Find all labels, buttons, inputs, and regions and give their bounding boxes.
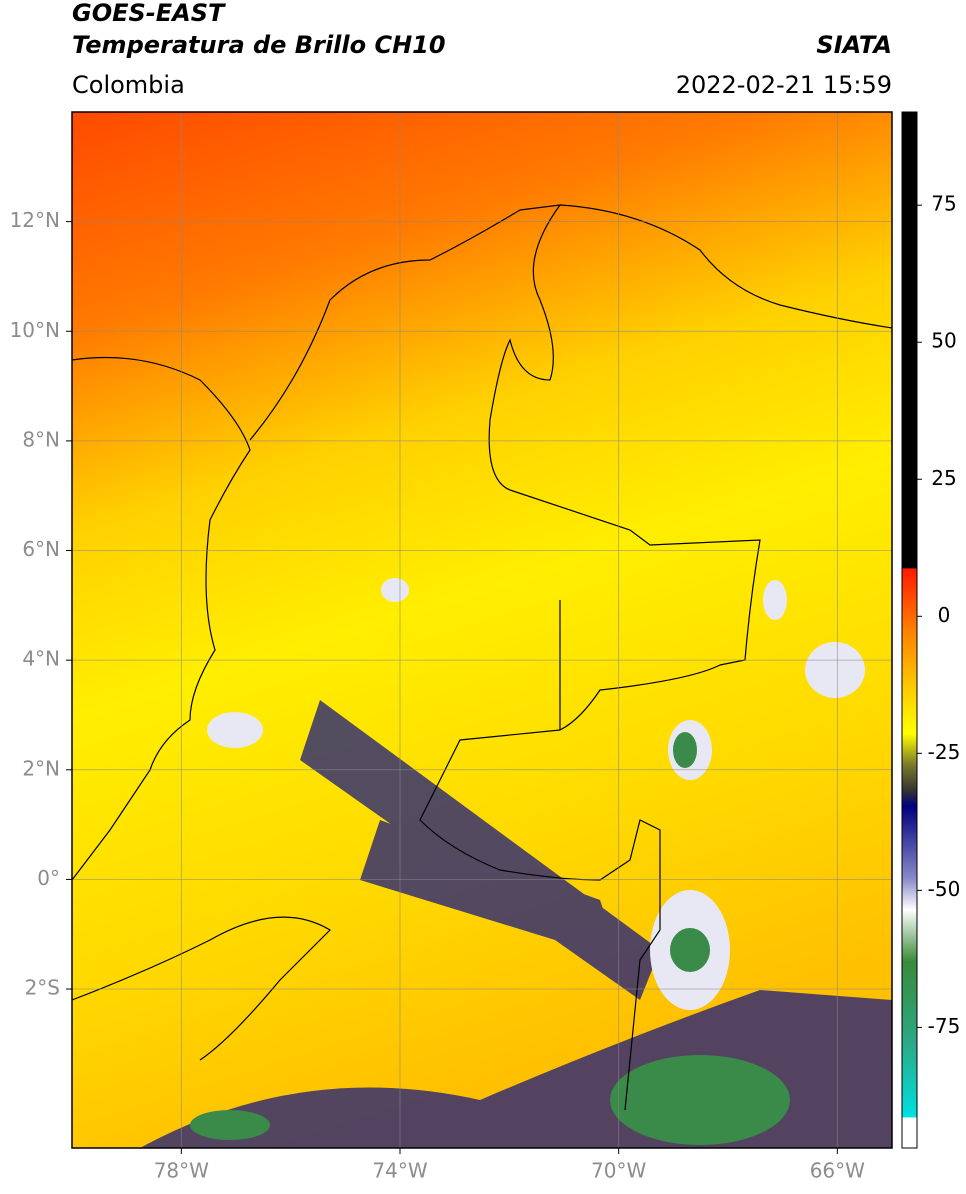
colorbar — [901, 111, 918, 1149]
timestamp: 2022-02-21 15:59 — [676, 71, 892, 99]
lat-tick-label: 0° — [37, 866, 60, 890]
lat-tick-label: 6°N — [22, 537, 60, 561]
satellite-image — [72, 112, 892, 1148]
colorbar-tick-label: 50 — [931, 329, 956, 353]
source: SIATA — [816, 31, 892, 59]
lon-tick-label: 74°W — [372, 1159, 427, 1183]
map-frame — [71, 111, 893, 1149]
graticule — [72, 112, 892, 1148]
colorbar-tick-label: -25 — [928, 740, 961, 764]
colorbar-tick-label: 75 — [931, 192, 956, 216]
lat-tick-label: 2°S — [25, 976, 60, 1000]
colorbar-tick-label: 25 — [931, 466, 956, 490]
lat-tick-label: 12°N — [10, 208, 60, 232]
lat-tick-label: 2°N — [22, 756, 60, 780]
lon-tick-label: 66°W — [810, 1159, 865, 1183]
colorbar-tick-label: 0 — [938, 603, 951, 627]
lat-tick-label: 4°N — [22, 647, 60, 671]
lon-tick-label: 70°W — [591, 1159, 646, 1183]
colorbar-tick-label: -50 — [928, 877, 961, 901]
title: GOES-EAST — [72, 0, 226, 27]
lat-tick-label: 8°N — [22, 427, 60, 451]
lat-tick-label: 10°N — [10, 318, 60, 342]
lon-tick-label: 78°W — [154, 1159, 209, 1183]
region: Colombia — [72, 71, 185, 99]
colorbar-tick-label: -75 — [928, 1014, 961, 1038]
subtitle: Temperatura de Brillo CH10 — [72, 31, 446, 59]
